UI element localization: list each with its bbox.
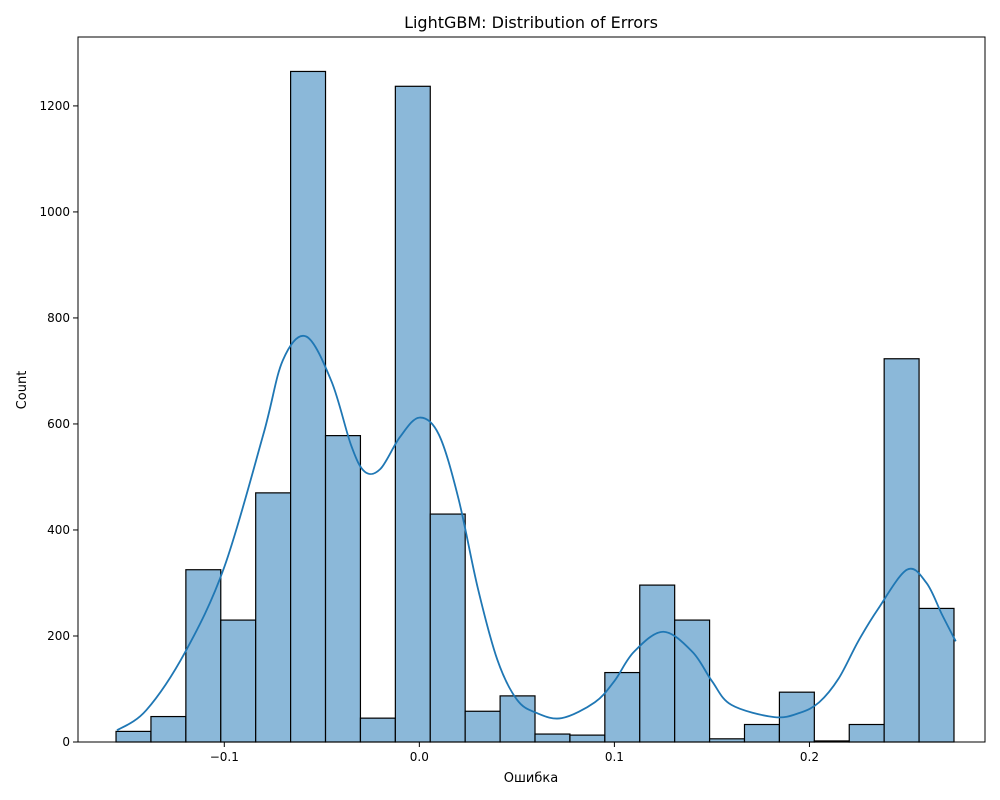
plot-frame [77,36,986,743]
histogram-bar [359,717,396,743]
histogram-bar [115,730,152,743]
histogram-bar [639,584,676,743]
y-tick-label: 1000 [39,205,70,219]
y-tick-label: 600 [47,417,70,431]
histogram-bar [743,723,781,743]
histogram-bar [185,569,222,743]
histogram-bar [883,358,920,743]
x-tick-label: 0.2 [800,750,819,764]
y-axis-ticks: 0 200 400 600 800 1000 1200 [39,99,78,749]
x-tick-label: 0.1 [605,750,624,764]
histogram-bar [394,85,431,743]
histogram-bar [464,710,501,743]
histogram-bar [429,513,466,743]
histogram-bar [848,723,885,743]
histogram-bar [918,607,955,743]
kde-curve [116,334,957,732]
histogram-bar [604,671,641,743]
y-tick-label: 1200 [39,99,70,113]
histogram-bar [569,734,606,743]
histogram-bar [255,492,292,743]
y-axis-label: Count [15,371,30,410]
x-tick-label: −0.1 [210,750,239,764]
y-tick-label: 0 [62,735,70,749]
histogram-bar [150,715,187,743]
x-axis-label: Ошибка [504,771,558,786]
histogram-bar [674,619,711,743]
histogram-bar [499,695,536,743]
x-tick-label: 0.0 [410,750,429,764]
x-axis-ticks: −0.1 0.0 0.1 0.2 [210,742,819,764]
histogram-bar [290,70,327,743]
histogram-bar [220,619,257,743]
y-tick-label: 200 [47,629,70,643]
histogram-bar [324,435,362,743]
histogram-bars [115,70,955,743]
y-tick-label: 800 [47,311,70,325]
histogram-bar [534,733,571,743]
chart-title: LightGBM: Distribution of Errors [404,13,658,32]
y-tick-label: 400 [47,523,70,537]
